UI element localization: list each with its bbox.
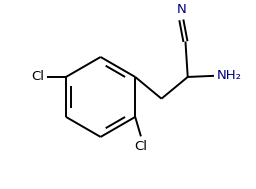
Text: NH₂: NH₂ (217, 69, 242, 82)
Text: Cl: Cl (134, 140, 147, 153)
Text: Cl: Cl (31, 70, 44, 84)
Text: N: N (176, 3, 186, 16)
